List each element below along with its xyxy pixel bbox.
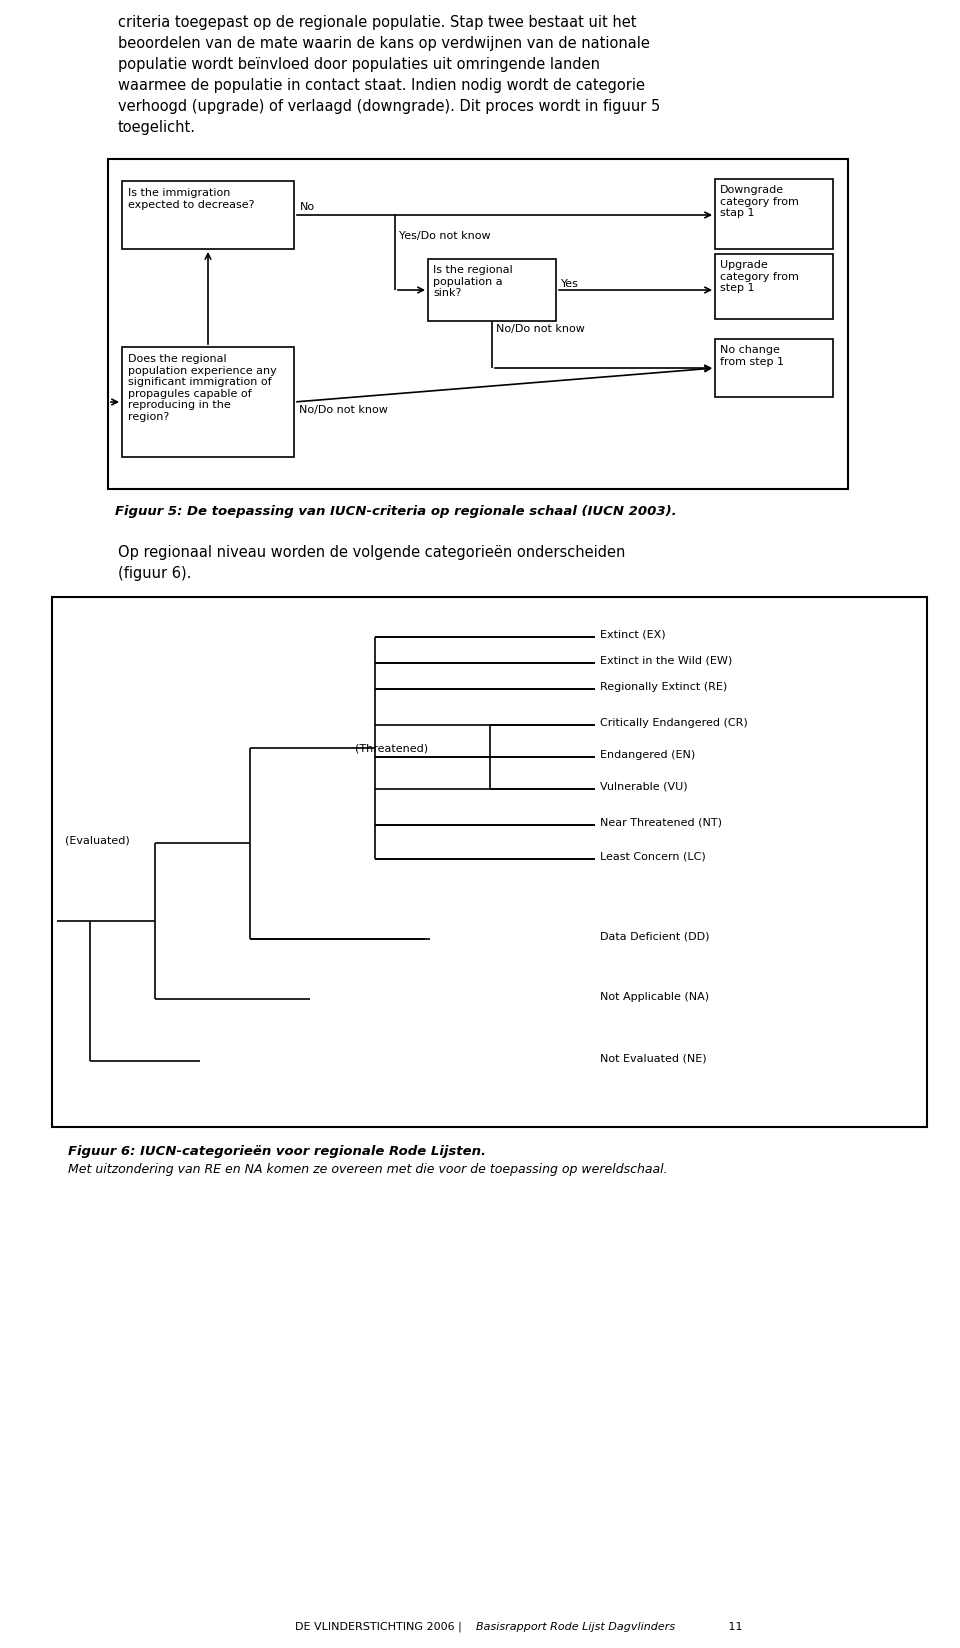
Text: verhoogd (upgrade) of verlaagd (downgrade). Dit proces wordt in figuur 5: verhoogd (upgrade) of verlaagd (downgrad…: [118, 99, 660, 114]
Text: waarmee de populatie in contact staat. Indien nodig wordt de categorie: waarmee de populatie in contact staat. I…: [118, 77, 645, 92]
Text: Vulnerable (VU): Vulnerable (VU): [600, 781, 687, 791]
Text: Op regionaal niveau worden de volgende categorieën onderscheiden: Op regionaal niveau worden de volgende c…: [118, 545, 625, 560]
Text: Upgrade
category from
step 1: Upgrade category from step 1: [720, 260, 799, 293]
Text: Figuur 6: IUCN-categorieën voor regionale Rode Lijsten.: Figuur 6: IUCN-categorieën voor regional…: [68, 1144, 486, 1157]
Bar: [715, 255, 833, 320]
Text: No change
from step 1: No change from step 1: [720, 344, 784, 366]
Bar: [108, 160, 848, 489]
Text: beoordelen van de mate waarin de kans op verdwijnen van de nationale: beoordelen van de mate waarin de kans op…: [118, 36, 650, 51]
Text: Is the immigration
expected to decrease?: Is the immigration expected to decrease?: [128, 188, 254, 209]
Text: Near Threatened (NT): Near Threatened (NT): [600, 817, 722, 827]
Text: Least Concern (LC): Least Concern (LC): [600, 852, 706, 862]
Bar: [428, 260, 556, 321]
Text: Extinct (EX): Extinct (EX): [600, 630, 665, 639]
Text: (Threatened): (Threatened): [355, 743, 428, 753]
Text: Does the regional
population experience any
significant immigration of
propagule: Does the regional population experience …: [128, 354, 276, 422]
Text: Downgrade
category from
stap 1: Downgrade category from stap 1: [720, 185, 799, 218]
Text: populatie wordt beïnvloed door populaties uit omringende landen: populatie wordt beïnvloed door populatie…: [118, 58, 600, 73]
Text: Not Evaluated (NE): Not Evaluated (NE): [600, 1053, 707, 1063]
Bar: [122, 181, 294, 250]
Text: Basisrapport Rode Lijst Dagvlinders: Basisrapport Rode Lijst Dagvlinders: [476, 1622, 675, 1632]
Bar: [715, 339, 833, 397]
Text: criteria toegepast op de regionale populatie. Stap twee bestaat uit het: criteria toegepast op de regionale popul…: [118, 15, 636, 30]
Text: Critically Endangered (CR): Critically Endangered (CR): [600, 717, 748, 727]
Text: Regionally Extinct (RE): Regionally Extinct (RE): [600, 682, 728, 692]
Text: Met uitzondering van RE en NA komen ze overeen met die voor de toepassing op wer: Met uitzondering van RE en NA komen ze o…: [68, 1162, 667, 1175]
Text: 11: 11: [718, 1622, 742, 1632]
Text: No/Do not know: No/Do not know: [299, 405, 388, 415]
Bar: [715, 180, 833, 250]
Text: toegelicht.: toegelicht.: [118, 120, 196, 135]
Text: Yes/Do not know: Yes/Do not know: [399, 231, 491, 241]
Text: Is the regional
population a
sink?: Is the regional population a sink?: [433, 265, 513, 298]
Text: (Evaluated): (Evaluated): [65, 836, 130, 845]
Text: Yes: Yes: [561, 279, 579, 288]
Text: DE VLINDERSTICHTING 2006 |: DE VLINDERSTICHTING 2006 |: [295, 1622, 466, 1632]
Text: (figuur 6).: (figuur 6).: [118, 565, 191, 580]
Text: Not Applicable (NA): Not Applicable (NA): [600, 992, 709, 1002]
Bar: [52, 598, 927, 1127]
Text: Data Deficient (DD): Data Deficient (DD): [600, 931, 709, 941]
Text: No: No: [300, 201, 315, 213]
Text: No/Do not know: No/Do not know: [496, 323, 585, 335]
Text: Figuur 5: De toepassing van IUCN-criteria op regionale schaal (IUCN 2003).: Figuur 5: De toepassing van IUCN-criteri…: [115, 504, 677, 517]
Text: Extinct in the Wild (EW): Extinct in the Wild (EW): [600, 656, 732, 666]
Text: Endangered (EN): Endangered (EN): [600, 750, 695, 760]
Bar: [122, 348, 294, 458]
